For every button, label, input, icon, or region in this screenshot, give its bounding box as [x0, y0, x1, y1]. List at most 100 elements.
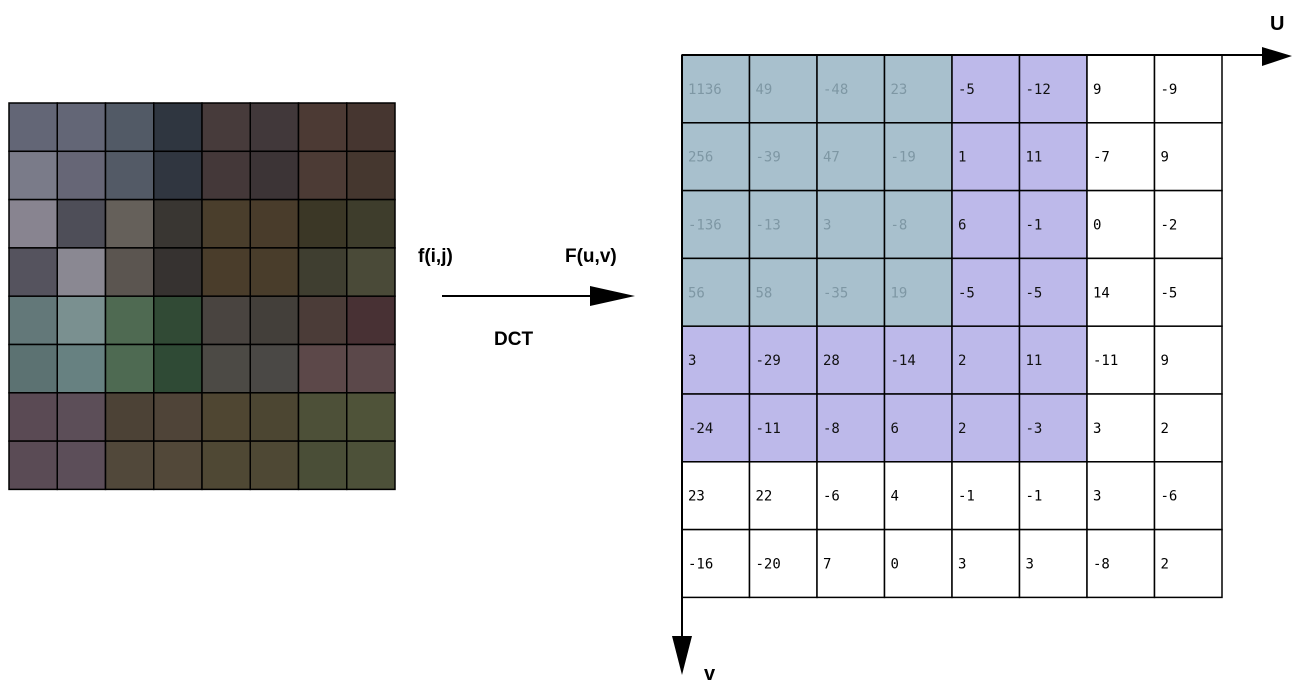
coefficient-cell — [1086, 528, 1156, 599]
coefficient-cell — [951, 122, 1021, 192]
input-label: f(i,j) — [418, 246, 453, 267]
coefficient-value: 2 — [1161, 421, 1169, 437]
coefficient-value: -12 — [1026, 82, 1051, 98]
u-axis-arrow — [1262, 47, 1292, 66]
pixel-cell — [104, 102, 155, 153]
dct-arrow — [442, 286, 635, 306]
pixel-cell — [346, 150, 396, 201]
pixel-cell — [249, 295, 300, 346]
coefficient-cell — [883, 257, 953, 327]
coefficient-value: -3 — [1026, 421, 1043, 437]
coefficient-value: 3 — [823, 218, 831, 234]
coefficient-value: -5 — [958, 82, 975, 98]
pixel-cell — [104, 247, 155, 297]
coefficient-value: -19 — [891, 150, 916, 166]
coefficient-cell — [748, 528, 818, 599]
pixel-block — [8, 102, 396, 491]
pixel-cell — [8, 343, 58, 394]
pixel-cell — [104, 295, 155, 346]
pixel-cell — [249, 440, 300, 491]
coefficient-cell — [748, 189, 818, 260]
v-axis-label: v — [704, 663, 716, 680]
coefficient-value: -8 — [891, 218, 908, 234]
pixel-cell — [346, 102, 396, 153]
pixel-cell — [8, 102, 58, 153]
pixel-cell — [8, 392, 58, 442]
coefficient-value: 23 — [891, 82, 908, 98]
pixel-cell — [249, 150, 300, 201]
coefficient-value: -5 — [1026, 285, 1043, 301]
coefficient-value: 2 — [958, 421, 966, 437]
coefficient-value: 4 — [891, 489, 899, 505]
pixel-cell — [297, 440, 348, 491]
coefficient-value: 6 — [891, 421, 899, 437]
coefficient-cell — [883, 325, 953, 395]
pixel-cell — [249, 102, 300, 153]
coefficient-cell — [681, 325, 751, 395]
coefficient-value: -7 — [1093, 150, 1110, 166]
pixel-cell — [346, 392, 396, 442]
coefficient-value: -16 — [688, 557, 713, 573]
coefficient-cell — [1153, 393, 1223, 463]
pixel-cell — [153, 247, 203, 297]
coefficient-value: 9 — [1161, 150, 1169, 166]
coefficient-cell — [816, 528, 886, 599]
coefficient-value: -35 — [823, 285, 848, 301]
coefficient-value: -11 — [1093, 353, 1118, 369]
pixel-cell — [201, 247, 251, 297]
pixel-cell — [201, 150, 251, 201]
coefficient-value: 3 — [1093, 489, 1101, 505]
coefficient-value: 6 — [958, 218, 966, 234]
pixel-cell — [56, 392, 107, 442]
pixel-cell — [8, 198, 58, 249]
coefficient-value: 56 — [688, 285, 705, 301]
pixel-cell — [346, 343, 396, 394]
coefficient-cell — [816, 122, 886, 192]
pixel-cell — [153, 198, 203, 249]
coefficient-value: -20 — [756, 557, 781, 573]
coefficient-cell — [1018, 54, 1088, 124]
v-axis-arrow — [672, 636, 692, 675]
pixel-cell — [8, 295, 58, 346]
coefficient-value: 2 — [958, 353, 966, 369]
dct-arrow-head — [590, 286, 635, 306]
pixel-cell — [249, 392, 300, 442]
pixel-cell — [346, 198, 396, 249]
coefficient-value: -48 — [823, 82, 848, 98]
coefficient-value: 1 — [958, 150, 966, 166]
coefficient-value: 11 — [1026, 150, 1043, 166]
pixel-cell — [201, 198, 251, 249]
pixel-cell — [56, 150, 107, 201]
coefficient-value: -13 — [756, 218, 781, 234]
coefficient-value: 7 — [823, 557, 831, 573]
pixel-cell — [8, 247, 58, 297]
pixel-cell — [346, 247, 396, 297]
coefficient-cell — [816, 461, 886, 531]
pixel-cell — [104, 343, 155, 394]
coefficient-value: -8 — [823, 421, 840, 437]
pixel-cell — [153, 440, 203, 491]
coefficient-value: -24 — [688, 421, 713, 437]
coefficient-cell — [1153, 461, 1223, 531]
coefficient-cell — [951, 461, 1021, 531]
coefficient-value: 11 — [1026, 353, 1043, 369]
pixel-cell — [297, 150, 348, 201]
coefficient-value: 3 — [688, 353, 696, 369]
coefficient-value: 9 — [1093, 82, 1101, 98]
coefficient-value: 28 — [823, 353, 840, 369]
pixel-cell — [153, 343, 203, 394]
coefficient-cell — [951, 257, 1021, 327]
coefficient-cell — [1153, 189, 1223, 260]
coefficient-value: 23 — [688, 489, 705, 505]
coefficient-value: 47 — [823, 150, 840, 166]
transform-label: DCT — [494, 329, 533, 350]
coefficient-cell — [883, 528, 953, 599]
coefficient-value: 3 — [1093, 421, 1101, 437]
pixel-cell — [153, 102, 203, 153]
pixel-cell — [8, 440, 58, 491]
coefficient-value: 1136 — [688, 82, 722, 98]
coefficient-value: 2 — [1161, 557, 1169, 573]
pixel-cell — [297, 198, 348, 249]
pixel-cell — [297, 247, 348, 297]
coefficient-value: 0 — [891, 557, 899, 573]
